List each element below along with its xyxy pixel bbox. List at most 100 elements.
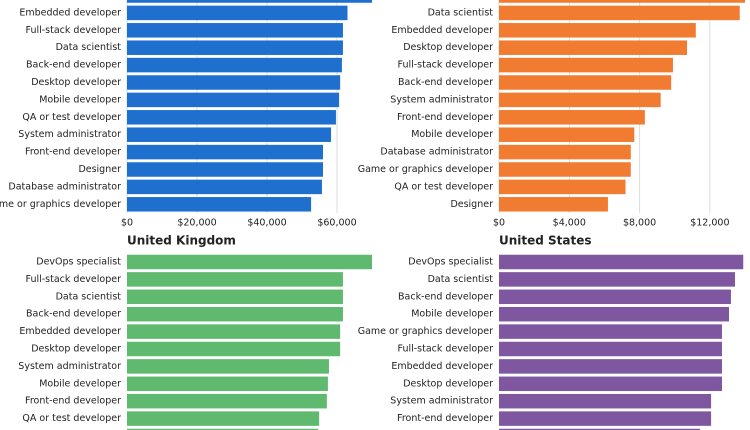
- y-tick-label: Embedded developer: [19, 7, 121, 18]
- bar: [499, 254, 744, 270]
- x-tick-label: $12,000: [690, 218, 729, 229]
- bar: [499, 197, 608, 212]
- y-tick-label: Back-end developer: [26, 60, 121, 71]
- bar: [127, 92, 340, 108]
- y-tick-label: System administrator: [18, 361, 121, 372]
- bar: [499, 341, 722, 357]
- bar: [499, 289, 731, 305]
- x-tick-label: $4,000: [553, 218, 586, 229]
- bar: [127, 272, 343, 287]
- bar: [127, 57, 342, 73]
- bar: [499, 393, 712, 409]
- bar: [127, 127, 332, 142]
- y-tick-label: Designer: [78, 164, 121, 175]
- bar: [499, 75, 672, 90]
- bar: [127, 144, 323, 160]
- y-tick-label: Front-end developer: [25, 147, 121, 158]
- y-tick-label: Full-stack developer: [398, 60, 494, 71]
- bar: [499, 92, 661, 108]
- bar: [127, 254, 372, 270]
- y-tick-label: System administrator: [390, 396, 493, 407]
- panel-title: United States: [499, 234, 592, 248]
- y-tick-label: Full-stack developer: [26, 25, 122, 36]
- x-tick-label: $8,000: [623, 218, 656, 229]
- y-tick-label: Embedded developer: [19, 326, 121, 337]
- y-tick-label: DevOps specialist: [36, 257, 121, 268]
- x-tick-label: $0: [493, 218, 505, 229]
- y-tick-label: Desktop developer: [403, 378, 493, 389]
- y-tick-label: Data scientist: [428, 7, 494, 18]
- y-tick-label: QA or test developer: [394, 181, 493, 192]
- y-tick-label: Game or graphics developer: [358, 326, 493, 337]
- bar: [127, 0, 372, 3]
- bar: [127, 179, 322, 195]
- bar: [499, 23, 696, 38]
- y-tick-label: Desktop developer: [31, 77, 121, 88]
- bar: [499, 376, 722, 392]
- y-tick-label: Database administrator: [380, 147, 493, 158]
- y-tick-label: Desktop developer: [403, 42, 493, 53]
- y-tick-label: QA or test developer: [22, 413, 121, 424]
- y-tick-label: Embedded developer: [391, 361, 493, 372]
- y-tick-label: Full-stack developer: [26, 274, 122, 285]
- bar: [499, 40, 688, 55]
- y-tick-label: Front-end developer: [397, 112, 493, 123]
- y-tick-label: Back-end developer: [26, 309, 121, 320]
- bar: [127, 341, 341, 357]
- bar: [499, 57, 673, 73]
- bar: [127, 376, 328, 392]
- bar: [127, 23, 343, 38]
- bar: [499, 411, 712, 426]
- y-tick-label: Mobile developer: [39, 378, 121, 389]
- y-tick-label: QA or test developer: [22, 112, 121, 123]
- y-tick-label: Full-stack developer: [398, 344, 494, 355]
- bar: [127, 289, 343, 305]
- y-tick-label: Mobile developer: [39, 94, 121, 105]
- bar: [127, 359, 329, 374]
- panel-title: United Kingdom: [127, 234, 236, 248]
- bar: [499, 0, 745, 3]
- y-tick-label: Mobile developer: [411, 129, 493, 140]
- bar: [499, 162, 631, 177]
- bar: [499, 428, 701, 430]
- y-tick-label: System administrator: [18, 129, 121, 140]
- y-tick-label: Back-end developer: [398, 77, 493, 88]
- y-tick-label: Desktop developer: [31, 344, 121, 355]
- x-tick-label: $0: [121, 218, 133, 229]
- bar: [127, 306, 343, 322]
- bar: [127, 162, 323, 177]
- bar: [499, 359, 722, 374]
- y-tick-label: Game or graphics developer: [358, 164, 493, 175]
- y-tick-label: Front-end developer: [25, 396, 121, 407]
- y-tick-label: Front-end developer: [397, 413, 493, 424]
- x-tick-label: $40,000: [247, 218, 286, 229]
- y-tick-label: DevOps specialist: [408, 257, 493, 268]
- bar: [499, 127, 635, 142]
- bar: [499, 179, 626, 195]
- bar: [127, 40, 343, 55]
- x-tick-label: $60,000: [317, 218, 356, 229]
- y-tick-label: Mobile developer: [411, 309, 493, 320]
- bar: [127, 110, 336, 125]
- bar: [499, 306, 730, 322]
- bar: [499, 272, 735, 287]
- bar: [127, 75, 341, 90]
- bar: [499, 324, 722, 339]
- x-tick-label: $20,000: [177, 218, 216, 229]
- bar: [499, 144, 631, 160]
- bar: [499, 5, 740, 21]
- bar: [127, 393, 327, 409]
- y-tick-label: Back-end developer: [398, 291, 493, 302]
- bar: [127, 428, 319, 430]
- y-tick-label: Designer: [450, 199, 493, 210]
- y-tick-label: Embedded developer: [391, 25, 493, 36]
- y-tick-label: Data scientist: [428, 274, 494, 285]
- bar: [127, 411, 320, 426]
- y-tick-label: Database administrator: [8, 181, 121, 192]
- bar: [127, 5, 348, 21]
- y-tick-label: Data scientist: [56, 42, 122, 53]
- bar: [127, 324, 341, 339]
- y-tick-label: System administrator: [390, 94, 493, 105]
- y-tick-label: Game or graphics developer: [0, 199, 121, 210]
